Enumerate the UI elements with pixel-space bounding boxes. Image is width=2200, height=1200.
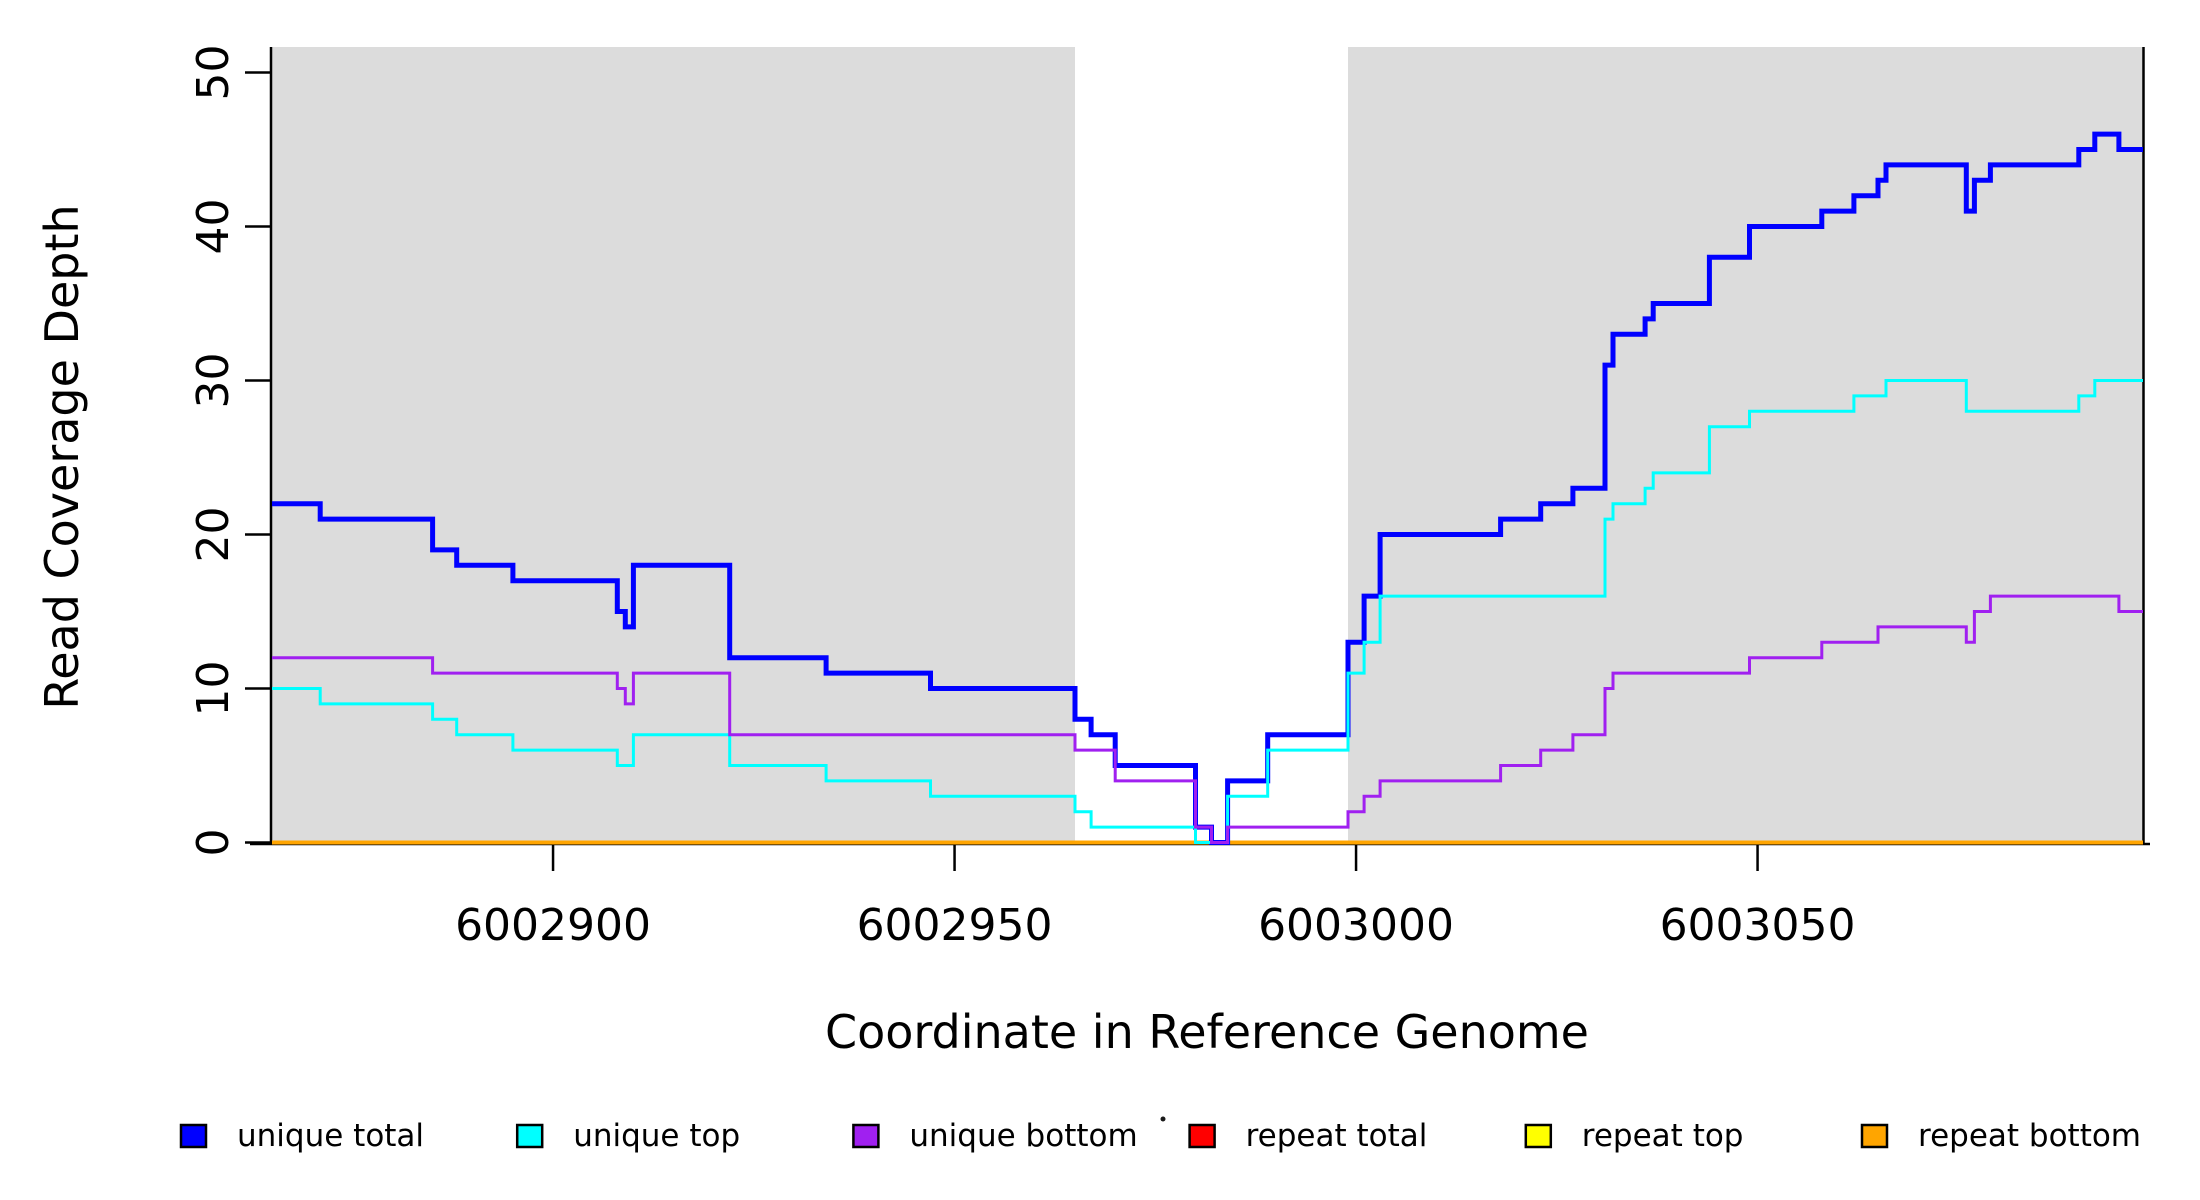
legend-label-unique-total: unique total bbox=[237, 1118, 424, 1154]
y-tick-label: 50 bbox=[188, 45, 239, 101]
x-tick-label: 6002900 bbox=[455, 900, 651, 951]
legend-swatch-repeat-total bbox=[1188, 1123, 1216, 1149]
y-tick-label: 0 bbox=[188, 829, 239, 857]
legend-swatch-repeat-top bbox=[1524, 1123, 1553, 1149]
legend-label-unique-top: unique top bbox=[573, 1118, 740, 1154]
legend-label-unique-bottom: unique bottom bbox=[909, 1118, 1137, 1154]
series-unique-top bbox=[272, 379, 2143, 844]
legend: unique total unique top unique bottom repea… bbox=[179, 1118, 2141, 1154]
y-tick-label: 40 bbox=[188, 199, 239, 255]
shaded-region bbox=[1348, 47, 2143, 844]
axis-layer: 6002900 6002950 6003000 6003050 0 10 20 30 40 50 bbox=[188, 45, 2150, 951]
y-axis-title: Read Coverage Depth bbox=[35, 204, 89, 709]
legend-label-repeat-bottom: repeat bottom bbox=[1918, 1118, 2141, 1154]
legend-swatch-repeat-bottom bbox=[1860, 1123, 1889, 1149]
x-tick-label: 6003050 bbox=[1660, 900, 1856, 951]
y-tick-label: 30 bbox=[188, 353, 239, 409]
y-tick-label: 20 bbox=[188, 507, 239, 563]
shaded-region bbox=[272, 47, 1076, 844]
legend-swatch-unique-top bbox=[515, 1123, 544, 1149]
legend-swatch-unique-bottom bbox=[852, 1123, 880, 1149]
legend-label-repeat-total: repeat total bbox=[1246, 1118, 1428, 1154]
x-axis-title: Coordinate in Reference Genome bbox=[825, 1005, 1589, 1059]
series-unique-bottom bbox=[272, 594, 2143, 844]
legend-label-repeat-top: repeat top bbox=[1582, 1118, 1744, 1154]
series-unique-total bbox=[272, 131, 2143, 845]
legend-swatch-unique-total bbox=[179, 1123, 208, 1149]
y-tick-label: 10 bbox=[188, 661, 239, 717]
x-tick-label: 6003000 bbox=[1258, 900, 1454, 951]
series-layer bbox=[272, 131, 2143, 845]
shaded-regions-layer bbox=[272, 47, 2143, 844]
stray-dot-artifact bbox=[1160, 1116, 1166, 1122]
x-tick-label: 6002950 bbox=[857, 900, 1053, 951]
